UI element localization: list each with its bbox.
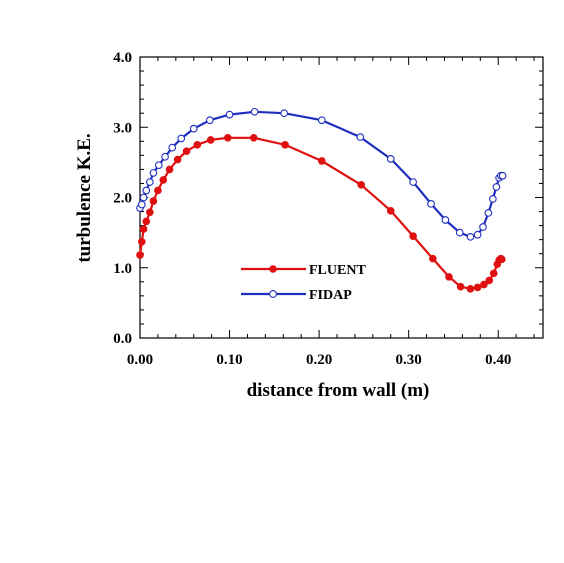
y-axis-title: turbulence K.E.	[74, 133, 95, 262]
data-point-fidap	[441, 216, 450, 224]
series-fluent	[136, 133, 506, 293]
data-point-fidap	[137, 200, 146, 209]
data-point-fluent	[409, 232, 417, 240]
x-axis-title: distance from wall (m)	[247, 380, 430, 401]
x-axis-ticks: 0.00 0.10 0.20 0.30 0.40	[127, 57, 535, 368]
data-point-fluent	[142, 217, 151, 226]
data-point-fluent	[386, 207, 395, 215]
data-point-fluent	[357, 181, 366, 189]
data-point-fidap	[250, 107, 259, 116]
data-point-fidap	[427, 199, 435, 208]
data-point-fluent	[149, 197, 158, 205]
data-point-fidap	[189, 124, 198, 133]
data-point-fidap	[280, 109, 289, 118]
data-point-fidap	[386, 155, 395, 163]
data-point-fluent	[159, 176, 168, 184]
data-point-fluent	[498, 255, 506, 264]
data-point-fluent	[146, 208, 154, 217]
data-point-fluent	[193, 141, 202, 149]
data-point-fluent	[489, 269, 498, 278]
data-point-fidap	[154, 161, 163, 170]
data-point-fluent	[173, 155, 182, 164]
x-tick-label: 0.20	[306, 352, 332, 368]
data-point-fluent	[165, 165, 174, 174]
data-point-fidap	[466, 232, 475, 241]
data-point-fidap	[473, 230, 482, 239]
data-point-fidap	[149, 169, 158, 177]
data-point-fluent	[445, 273, 453, 281]
data-point-fluent	[281, 141, 289, 149]
data-point-fluent	[206, 136, 215, 144]
legend-label-fidap: FIDAP	[309, 288, 352, 303]
data-point-fluent	[456, 282, 465, 291]
data-point-fluent	[249, 133, 258, 142]
data-point-fluent	[154, 186, 162, 195]
data-point-fluent	[466, 285, 475, 293]
data-point-fidap	[142, 186, 151, 195]
data-point-fluent	[317, 157, 326, 165]
series-fidap	[136, 107, 507, 241]
legend-marker-fluent	[269, 265, 277, 273]
y-tick-label: 0.0	[113, 331, 132, 347]
x-tick-label: 0.10	[216, 352, 242, 368]
data-point-fidap	[484, 209, 493, 217]
legend: FLUENT FIDAP	[241, 263, 366, 303]
y-tick-label: 2.0	[113, 191, 132, 207]
data-point-fidap	[206, 116, 214, 125]
data-point-fidap	[139, 193, 148, 202]
data-point-fluent	[137, 237, 146, 246]
data-point-fidap	[317, 116, 326, 125]
data-point-fluent	[136, 251, 144, 259]
data-point-fluent	[485, 276, 494, 285]
data-point-fluent	[473, 283, 482, 292]
y-tick-label: 3.0	[113, 120, 132, 136]
data-point-fluent	[429, 254, 437, 263]
data-point-fidap	[455, 228, 464, 237]
data-point-fidap	[409, 178, 417, 186]
x-tick-label: 0.00	[127, 352, 153, 368]
data-point-fidap	[146, 178, 154, 186]
data-point-fluent	[480, 280, 488, 289]
data-point-fidap	[168, 143, 177, 152]
y-tick-label: 4.0	[113, 50, 132, 66]
y-tick-label: 1.0	[113, 261, 132, 277]
x-tick-label: 0.40	[485, 352, 511, 368]
x-tick-label: 0.30	[396, 352, 422, 368]
data-point-fidap	[492, 183, 501, 191]
data-point-fidap	[161, 152, 169, 161]
data-point-fidap	[225, 110, 234, 119]
y-axis-ticks: 0.0 1.0 2.0 3.0 4.0	[113, 50, 543, 347]
data-point-fidap	[488, 195, 497, 203]
series-layer	[136, 107, 507, 293]
data-point-fluent	[223, 133, 232, 142]
data-point-fidap	[177, 134, 186, 143]
data-point-fidap	[498, 171, 507, 180]
data-point-fluent	[139, 225, 148, 233]
data-point-fluent	[182, 147, 191, 155]
legend-label-fluent: FLUENT	[309, 263, 366, 278]
data-point-fidap	[356, 133, 365, 141]
data-point-fidap	[479, 223, 487, 231]
legend-marker-fidap	[269, 290, 277, 298]
